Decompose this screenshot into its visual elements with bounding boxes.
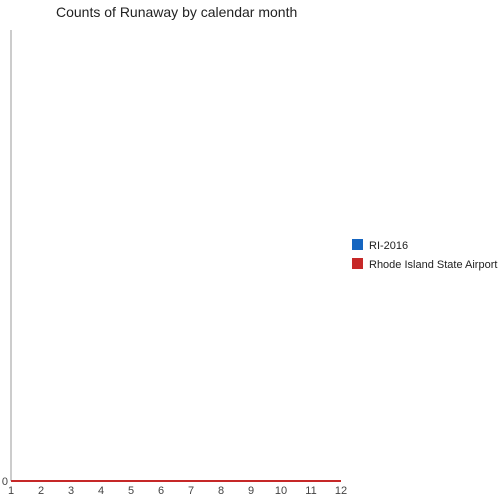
x-tick-label: 11 — [305, 485, 316, 497]
x-tick-label: 4 — [98, 485, 104, 497]
x-tick-label: 6 — [158, 485, 164, 497]
x-tick-label: 7 — [188, 485, 194, 497]
x-tick-label: 12 — [335, 485, 347, 497]
x-tick-label: 1 — [8, 485, 14, 497]
legend: RI-2016 Rhode Island State Airport — [352, 239, 497, 271]
x-tick-labels: 1 2 3 4 5 6 7 8 9 10 11 12 — [8, 485, 347, 497]
x-tick-label: 10 — [275, 485, 287, 497]
x-tick-label: 9 — [248, 485, 254, 497]
x-tick-label: 3 — [68, 485, 74, 497]
legend-label: RI-2016 — [369, 240, 408, 252]
x-tick-label: 8 — [218, 485, 224, 497]
legend-label: Rhode Island State Airport — [369, 259, 497, 271]
x-tick-label: 2 — [38, 485, 44, 497]
x-tick-label: 5 — [128, 485, 134, 497]
chart-title: Counts of Runaway by calendar month — [56, 4, 297, 20]
legend-swatch — [352, 239, 363, 250]
y-tick-labels: 0 — [2, 476, 8, 488]
y-tick-label: 0 — [2, 476, 8, 488]
legend-swatch — [352, 258, 363, 269]
